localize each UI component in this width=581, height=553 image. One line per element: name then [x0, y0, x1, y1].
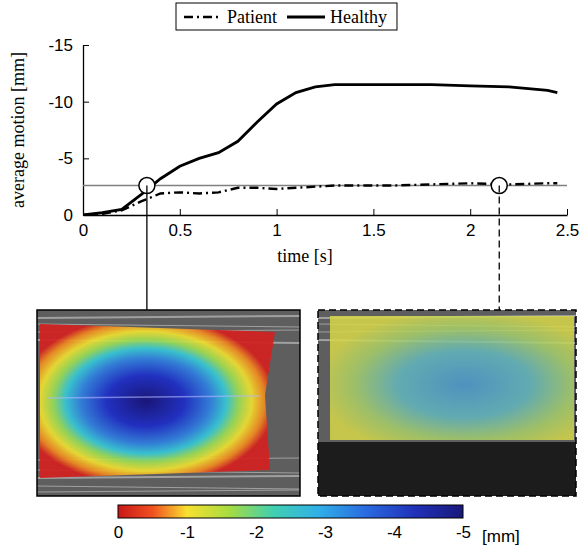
x-tick-label: 2 — [466, 221, 475, 240]
x-tick-label: 0 — [79, 221, 88, 240]
y-tick: -15 — [48, 36, 89, 55]
x-tick-mark — [180, 209, 181, 215]
x-tick: 1 — [272, 209, 281, 240]
y-tick: -10 — [48, 93, 89, 112]
connector — [499, 186, 500, 310]
image-frame — [318, 310, 576, 496]
y-axis-title: average motion [mm] — [8, 52, 28, 208]
x-tick: 0.5 — [168, 209, 192, 240]
colorbar-tick: -2 — [249, 518, 264, 542]
y-axis-line — [83, 46, 84, 216]
legend-swatch — [184, 16, 222, 19]
colorbar-tick-label: -1 — [180, 523, 195, 542]
x-tick-label: 1 — [272, 221, 281, 240]
y-tick-mark — [83, 45, 89, 46]
colorbar-tick: -3 — [318, 518, 333, 542]
colorbar-tick-label: -3 — [318, 523, 333, 542]
x-tick: 1.5 — [362, 209, 386, 240]
y-tick-label: -15 — [48, 36, 73, 55]
colorbar-tick: -1 — [180, 518, 195, 542]
colorbar-tick: -4 — [387, 518, 402, 542]
legend: Patient Healthy — [176, 3, 397, 30]
colorbar-tick: 0 — [114, 518, 123, 542]
x-tick: 2 — [466, 209, 475, 240]
colorbar — [118, 505, 463, 518]
motion-overlay — [40, 324, 275, 478]
y-tick-mark — [83, 158, 89, 159]
connector — [146, 186, 147, 310]
x-tick-mark — [567, 209, 568, 215]
y-tick-label: -5 — [58, 149, 73, 168]
tissue-texture — [37, 486, 300, 489]
image-background — [318, 310, 576, 496]
tissue-texture — [47, 396, 260, 398]
colorbar-label: [mm] — [482, 527, 520, 546]
legend-swatch — [287, 16, 325, 19]
y-tick-label: 0 — [64, 206, 73, 225]
x-tick-label: 0.5 — [168, 221, 192, 240]
x-tick-label: 1.5 — [362, 221, 386, 240]
y-tick: -5 — [58, 149, 89, 168]
x-tick-mark — [277, 209, 278, 215]
image-frame — [37, 310, 300, 496]
y-tick-mark — [83, 102, 89, 103]
x-tick-label: 2.5 — [556, 221, 580, 240]
x-tick-mark — [470, 209, 471, 215]
plot-area — [83, 85, 567, 215]
ultrasound-image — [318, 310, 576, 496]
tissue-texture — [37, 490, 300, 492]
colorbar-tick-label: -2 — [249, 523, 264, 542]
colorbar-tick-label: -4 — [387, 523, 402, 542]
motion-overlay — [330, 316, 574, 440]
ultrasound-image — [37, 310, 300, 496]
x-axis: 0 0.5 1 1.5 2 2.5 — [79, 209, 580, 240]
y-tick-label: -10 — [48, 93, 73, 112]
legend-label: Healthy — [330, 7, 387, 27]
legend-box — [176, 3, 397, 30]
colorbar-axis: 0 -1 -2 -3 -4 -5 — [114, 518, 471, 542]
y-axis: 0 -5 -10 -15 — [48, 36, 89, 225]
colorbar-tick-label: -5 — [456, 523, 471, 542]
colorbar-tick-label: 0 — [114, 523, 123, 542]
image-background — [37, 310, 300, 496]
tissue-texture — [37, 316, 300, 318]
colorbar-tick: -5 — [456, 518, 471, 542]
series-line — [83, 85, 557, 215]
legend-label: Patient — [227, 7, 277, 27]
x-tick: 2.5 — [556, 209, 580, 240]
x-axis-line — [84, 215, 568, 216]
image-shadow — [318, 442, 576, 496]
x-axis-title: time [s] — [277, 246, 333, 266]
figure: 0-5-10-1500.511.522.5time [s]average mot… — [0, 0, 581, 553]
x-tick-mark — [373, 209, 374, 215]
